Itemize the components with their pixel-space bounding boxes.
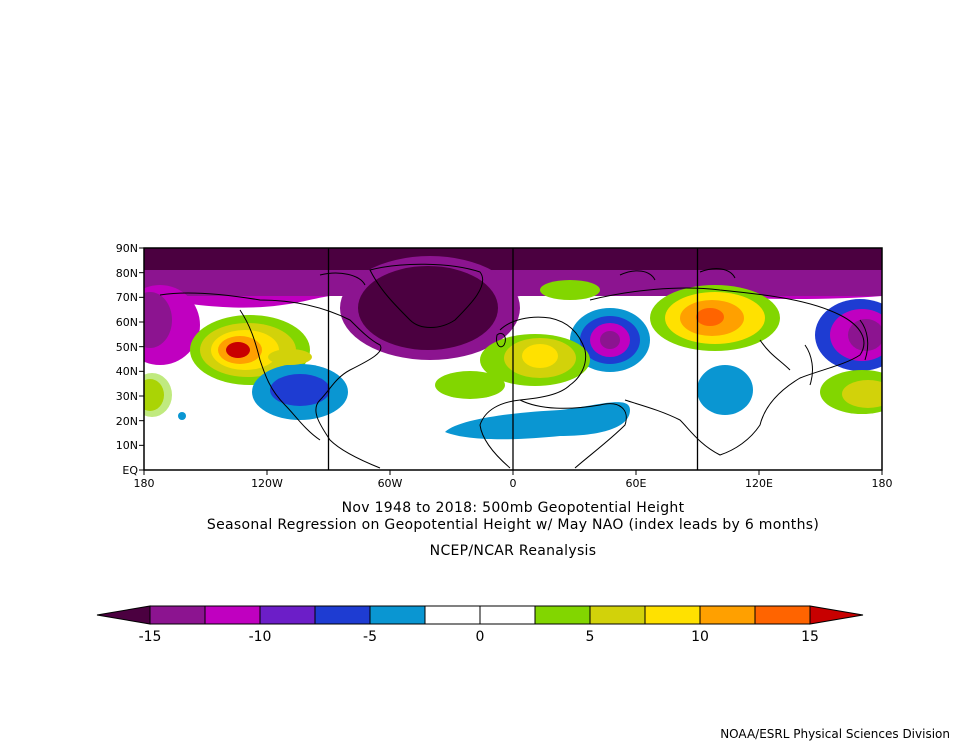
colorbar-tick-label: 10: [691, 629, 709, 645]
colorbar-cell: [204, 605, 261, 625]
lon-label: 180: [872, 477, 893, 490]
colorbar-cell: [149, 605, 206, 625]
latitude-labels: 90N 80N 70N 60N 50N 40N 30N 20N 10N EQ: [116, 242, 139, 477]
lat-label: 90N: [116, 242, 138, 255]
colorbar-tick-label: 5: [586, 629, 595, 645]
colorbar: -15 -10 -5 0 5 10 15: [96, 605, 864, 645]
colorbar-tick-label: 0: [476, 629, 485, 645]
title-line-1: Nov 1948 to 2018: 500mb Geopotential Hei…: [342, 500, 685, 516]
map-panel: [143, 247, 883, 471]
title-line-2: Seasonal Regression on Geopotential Heig…: [207, 517, 819, 533]
lat-label: 60N: [116, 316, 138, 329]
longitude-lines: [327, 248, 699, 470]
credit-text: NOAA/ESRL Physical Sciences Division: [720, 727, 950, 741]
colorbar-tick-label: -10: [249, 629, 272, 645]
colorbar-cell: [259, 605, 316, 625]
lat-label: 30N: [116, 390, 138, 403]
colorbar-cells: [149, 605, 811, 625]
lon-label: 60W: [378, 477, 403, 490]
coastlines: [159, 263, 869, 469]
colorbar-cell: [644, 605, 701, 625]
lon-label: 0: [510, 477, 517, 490]
lat-label: EQ: [122, 464, 138, 477]
colorbar-cell: [424, 605, 481, 625]
axis-ticks: [139, 247, 883, 475]
lat-label: 40N: [116, 365, 138, 378]
colorbar-tick-labels: -15 -10 -5 0 5 10 15: [139, 629, 819, 645]
colorbar-cell: [754, 605, 811, 625]
colorbar-cell: [314, 605, 371, 625]
colorbar-tick-label: 15: [801, 629, 819, 645]
shaded-anomaly-field: [144, 248, 882, 440]
lon-label: 180: [134, 477, 155, 490]
lat-label: 10N: [116, 439, 138, 452]
lat-label: 20N: [116, 415, 138, 428]
colorbar-cell: [699, 605, 756, 625]
colorbar-cell: [369, 605, 426, 625]
lat-label: 50N: [116, 341, 138, 354]
colorbar-arrow-right: [809, 605, 864, 625]
colorbar-tick-label: -15: [139, 629, 162, 645]
lon-label: 60E: [626, 477, 647, 490]
colorbar-cell: [589, 605, 646, 625]
colorbar-cell: [479, 605, 536, 625]
lon-label: 120W: [251, 477, 283, 490]
lon-label: 120E: [745, 477, 773, 490]
colorbar-tick-label: -5: [363, 629, 377, 645]
colorbar-cell: [534, 605, 591, 625]
colorbar-arrow-left: [96, 605, 151, 625]
title-line-3: NCEP/NCAR Reanalysis: [430, 543, 597, 559]
lat-label: 70N: [116, 291, 138, 304]
lat-label: 80N: [116, 267, 138, 280]
longitude-labels: 180 120W 60W 0 60E 120E 180: [134, 477, 893, 490]
